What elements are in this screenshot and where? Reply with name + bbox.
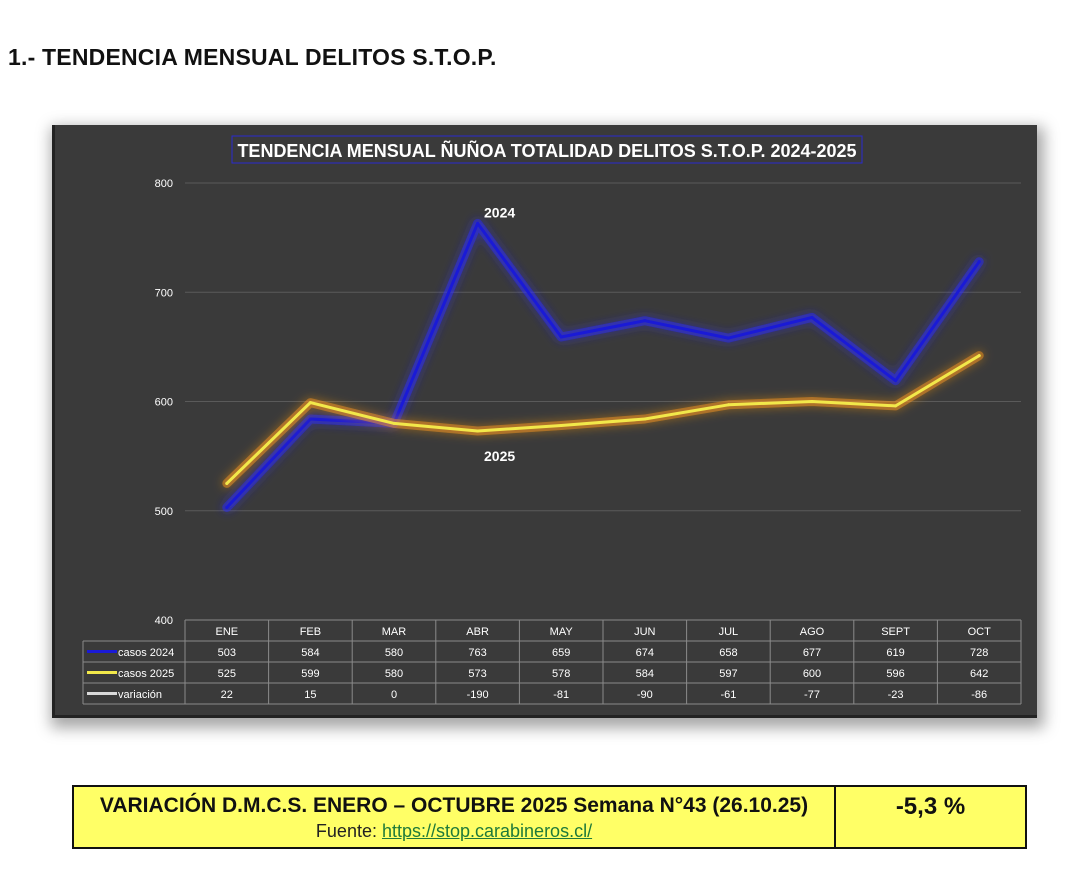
summary-source: Fuente: https://stop.carabineros.cl/: [74, 819, 834, 843]
table-cell: 728: [970, 647, 988, 659]
y-tick-label: 400: [155, 615, 173, 627]
data-point: [476, 221, 480, 225]
annotation-label: 2024: [484, 204, 515, 220]
data-point: [894, 404, 898, 408]
page-title: 1.- TENDENCIA MENSUAL DELITOS S.T.O.P.: [8, 44, 497, 70]
chart-title-frame: [231, 135, 863, 164]
summary-value: -5,3 %: [895, 793, 966, 820]
table-cell: 763: [468, 647, 486, 659]
y-tick-label: 600: [155, 397, 173, 409]
series-line-2025: [225, 354, 981, 485]
table-cell: 659: [552, 647, 570, 659]
data-point: [810, 400, 814, 403]
series-line-2024: [225, 221, 981, 509]
summary-value-cell: -5,3 %: [836, 787, 1025, 847]
legend-label: casos 2025: [118, 668, 174, 680]
data-point: [225, 481, 229, 485]
category-label: MAY: [550, 626, 574, 638]
table-cell: -23: [888, 689, 904, 701]
chart-title: TENDENCIA MENSUAL ÑUÑOA TOTALIDAD DELITO…: [237, 140, 856, 161]
category-label: JUL: [719, 626, 739, 638]
table-cell: -61: [720, 689, 736, 701]
table-cell: 22: [221, 689, 233, 701]
data-point: [894, 379, 898, 383]
table-cell: 580: [385, 647, 403, 659]
y-tick-label: 700: [155, 287, 173, 299]
y-tick-label: 800: [155, 178, 173, 190]
data-point: [810, 315, 814, 319]
table-cell: 580: [385, 668, 403, 680]
table-cell: 578: [552, 668, 570, 680]
category-label: ENE: [215, 626, 238, 638]
table-cell: 584: [636, 668, 654, 680]
data-point: [308, 417, 312, 421]
data-point: [476, 429, 480, 433]
summary-info-cell: VARIACIÓN D.M.C.S. ENERO – OCTUBRE 2025 …: [74, 787, 836, 847]
table-cell: 503: [218, 647, 236, 659]
table-cell: 619: [886, 647, 904, 659]
table-cell: 600: [803, 668, 821, 680]
table-cell: -90: [637, 689, 653, 701]
table-cell: 0: [391, 689, 397, 701]
series-glow-2024: [222, 218, 984, 512]
table-cell: 677: [803, 647, 821, 659]
data-point: [225, 505, 229, 509]
table-cell: 525: [218, 668, 236, 680]
data-point: [977, 260, 981, 264]
data-point: [559, 335, 563, 339]
legend-label: variación: [118, 689, 162, 701]
table-cell: 599: [301, 668, 319, 680]
table-cell: -86: [971, 689, 987, 701]
data-point: [726, 336, 730, 340]
category-label: JUN: [634, 626, 655, 638]
table-cell: -77: [804, 689, 820, 701]
table-cell: 15: [304, 689, 316, 701]
line-chart: TENDENCIA MENSUAL ÑUÑOA TOTALIDAD DELITO…: [82, 135, 1022, 705]
table-cell: 642: [970, 668, 988, 680]
data-point: [308, 401, 312, 405]
data-point: [392, 421, 396, 425]
summary-box: VARIACIÓN D.M.C.S. ENERO – OCTUBRE 2025 …: [72, 785, 1027, 849]
data-point: [643, 417, 647, 421]
table-cell: -81: [553, 689, 569, 701]
source-label: Fuente:: [315, 821, 382, 841]
category-label: OCT: [968, 626, 992, 638]
table-cell: 597: [719, 668, 737, 680]
category-label: SEPT: [881, 626, 910, 638]
data-point: [559, 424, 563, 428]
chart-area: TENDENCIA MENSUAL ÑUÑOA TOTALIDAD DELITO…: [52, 125, 1037, 718]
table-cell: 658: [719, 647, 737, 659]
summary-title: VARIACIÓN D.M.C.S. ENERO – OCTUBRE 2025 …: [99, 794, 809, 817]
annotation-label: 2025: [484, 448, 515, 464]
table-cell: 584: [301, 647, 319, 659]
y-tick-label: 500: [155, 506, 173, 518]
category-label: MAR: [382, 626, 407, 638]
data-point: [726, 403, 730, 407]
table-cell: -190: [467, 689, 489, 701]
data-point: [977, 354, 981, 358]
source-link[interactable]: https://stop.carabineros.cl/: [381, 821, 593, 841]
legend-label: casos 2024: [118, 647, 174, 659]
category-label: ABR: [466, 626, 489, 638]
table-cell: 596: [886, 668, 904, 680]
data-point: [643, 319, 647, 323]
category-label: FEB: [300, 626, 321, 638]
table-cell: 573: [468, 668, 486, 680]
category-label: AGO: [800, 626, 825, 638]
table-cell: 674: [636, 647, 654, 659]
